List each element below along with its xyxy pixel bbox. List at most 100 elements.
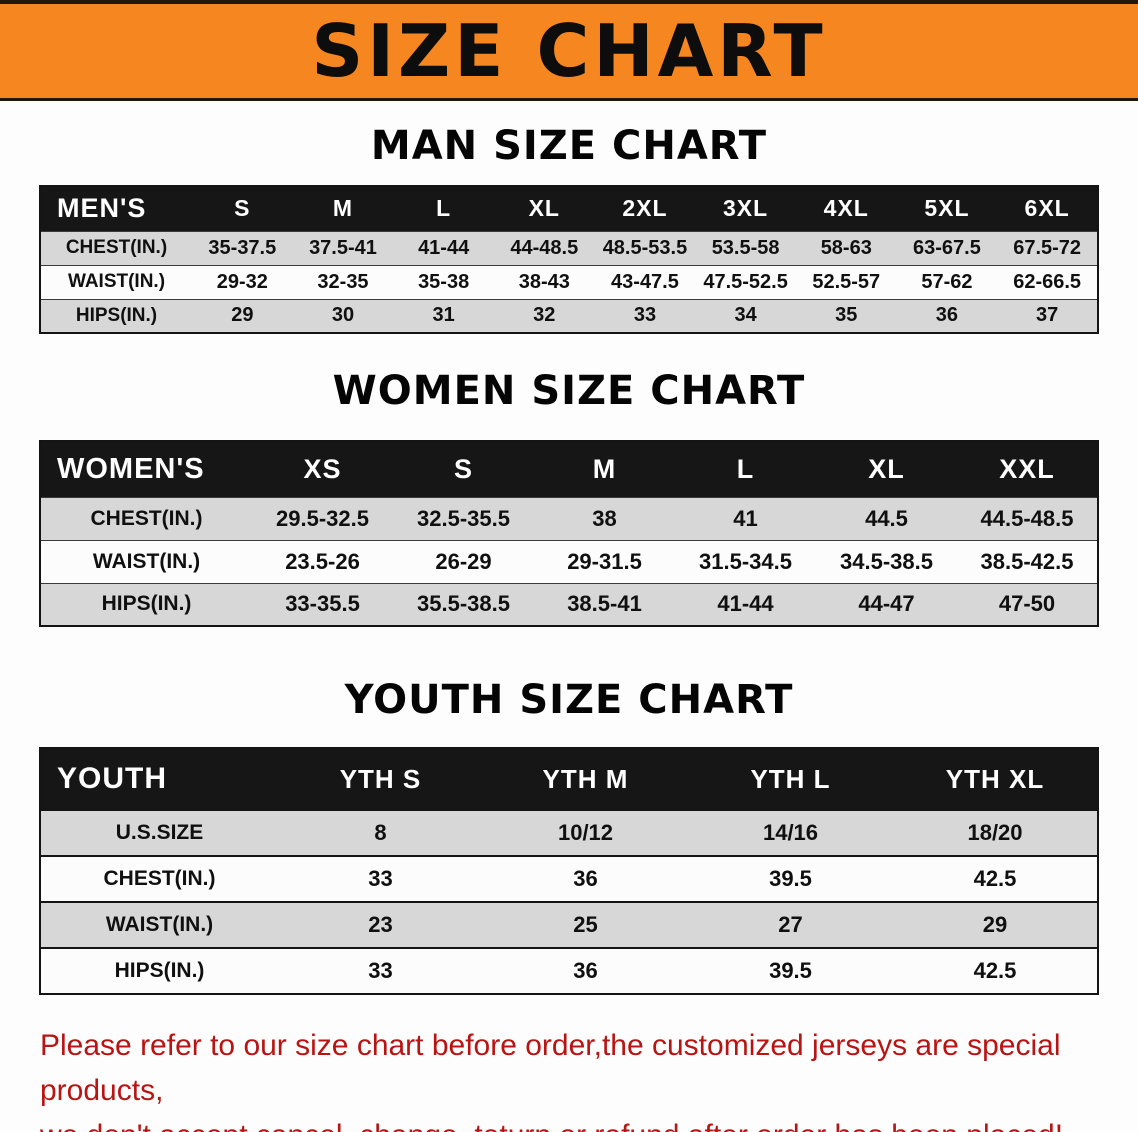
banner: SIZE CHART xyxy=(0,0,1138,101)
table-row: HIPS(IN.) 33-35.5 35.5-38.5 38.5-41 41-44 44-… xyxy=(40,583,1098,626)
size-value-cell: 14/16 xyxy=(762,820,819,845)
size-header-cell: XL xyxy=(816,441,957,497)
size-table: WOMEN'S XS S M L XL XXL CHEST(IN.) 29.5-32.5 32.5… xyxy=(39,440,1099,627)
row-label-cell: HIPS(IN.) xyxy=(75,304,158,326)
size-value-cell: 29 xyxy=(982,912,1008,937)
size-header-cell: S xyxy=(192,186,293,231)
table-corner-cell: WOMEN'S xyxy=(40,441,252,497)
size-value-cell: 8 xyxy=(374,820,387,845)
size-value-cell: 37 xyxy=(1036,304,1059,327)
size-header-cell: 2XL xyxy=(594,186,696,231)
size-value-cell: 30 xyxy=(331,304,355,327)
size-table: YOUTH YTH S YTH M YTH L YTH XL U.S.SIZE 8 10/12… xyxy=(39,747,1099,995)
size-chart-sections: MAN SIZE CHART MEN'S S M L XL 2XL 3XL 4XL 5XL 6XL C… xyxy=(0,123,1138,995)
table-row: U.S.SIZE 8 10/12 14/16 18/20 xyxy=(40,810,1098,856)
size-value-cell: 36 xyxy=(573,958,598,983)
footer-note-line1: Please refer to our size chart before or… xyxy=(40,1029,1061,1107)
size-value-cell: 63-67.5 xyxy=(913,236,981,259)
size-value-cell: 33 xyxy=(633,304,657,327)
size-value-cell: 57-62 xyxy=(921,270,973,293)
size-value-cell: 31.5-34.5 xyxy=(699,548,792,574)
size-value-cell: 47.5-52.5 xyxy=(703,270,788,293)
size-value-cell: 29 xyxy=(231,304,254,327)
section-title: WOMEN SIZE CHART xyxy=(332,368,806,414)
size-value-cell: 31 xyxy=(432,304,455,327)
size-value-cell: 35-38 xyxy=(418,270,470,293)
size-value-cell: 32.5-35.5 xyxy=(417,505,510,531)
size-value-cell: 25 xyxy=(573,912,598,937)
size-chart-section: WOMEN SIZE CHART WOMEN'S XS S M L XL XXL CHEST(I… xyxy=(0,368,1138,627)
size-value-cell: 35-37.5 xyxy=(208,236,277,259)
table-corner-cell: MEN'S xyxy=(40,186,192,231)
size-value-cell: 44-47 xyxy=(858,591,915,617)
size-header-cell: L xyxy=(393,186,494,231)
size-chart-section: YOUTH SIZE CHART YOUTH YTH S YTH M YTH L YTH … xyxy=(0,677,1138,995)
size-value-cell: 38.5-42.5 xyxy=(980,548,1074,574)
size-header-cell: M xyxy=(534,441,675,497)
size-header-cell: XS xyxy=(252,441,393,497)
size-value-cell: 52.5-57 xyxy=(812,270,881,293)
size-value-cell: 37.5-41 xyxy=(309,236,377,259)
size-value-cell: 35.5-38.5 xyxy=(417,591,510,617)
size-value-cell: 29.5-32.5 xyxy=(276,505,369,531)
size-value-cell: 48.5-53.5 xyxy=(602,236,688,259)
page-title: SIZE CHART xyxy=(311,9,827,93)
table-row: WAIST(IN.) 23 25 27 29 xyxy=(40,902,1098,948)
size-value-cell: 41-44 xyxy=(418,236,470,259)
size-value-cell: 44.5 xyxy=(865,505,908,531)
size-header-cell: L xyxy=(675,441,816,497)
size-header-cell: 4XL xyxy=(795,186,897,231)
size-header-cell: YTH M xyxy=(483,748,688,810)
size-value-cell: 33-35.5 xyxy=(285,591,360,617)
size-header-cell: 3XL xyxy=(695,186,796,231)
size-value-cell: 39.5 xyxy=(769,866,812,891)
size-value-cell: 18/20 xyxy=(967,820,1023,845)
row-label-cell: CHEST(IN.) xyxy=(90,506,203,530)
row-label-cell: U.S.SIZE xyxy=(115,821,204,844)
table-row: HIPS(IN.) 33 36 39.5 42.5 xyxy=(40,948,1098,994)
size-value-cell: 23 xyxy=(368,912,393,937)
table-corner-cell: YOUTH xyxy=(40,748,278,810)
size-chart-section: MAN SIZE CHART MEN'S S M L XL 2XL 3XL 4XL 5XL 6XL C… xyxy=(0,123,1138,334)
table-row: HIPS(IN.) 29 30 31 32 33 34 35 36 37 xyxy=(40,299,1098,333)
size-value-cell: 38-43 xyxy=(518,270,570,293)
size-value-cell: 34 xyxy=(734,304,757,327)
table-row: CHEST(IN.) 29.5-32.5 32.5-35.5 38 41 44.5 44.5… xyxy=(40,497,1098,540)
row-label-cell: WAIST(IN.) xyxy=(105,913,214,936)
size-value-cell: 62-66.5 xyxy=(1013,270,1082,293)
size-table: MEN'S S M L XL 2XL 3XL 4XL 5XL 6XL CHEST(IN.) 35-37… xyxy=(39,185,1099,334)
size-value-cell: 36 xyxy=(573,866,598,891)
size-value-cell: 23.5-26 xyxy=(285,548,360,574)
size-value-cell: 39.5 xyxy=(769,958,812,983)
size-header-cell: 6XL xyxy=(997,186,1098,231)
size-value-cell: 26-29 xyxy=(435,548,492,574)
size-value-cell: 41-44 xyxy=(717,591,774,617)
size-value-cell: 29-31.5 xyxy=(567,548,642,574)
section-title: MAN SIZE CHART xyxy=(370,123,768,169)
size-value-cell: 38 xyxy=(592,505,617,531)
size-value-cell: 27 xyxy=(778,912,803,937)
size-value-cell: 33 xyxy=(368,958,393,983)
size-value-cell: 41 xyxy=(733,505,758,531)
table-row: CHEST(IN.) 35-37.5 37.5-41 41-44 44-48.5 48.5… xyxy=(40,231,1098,265)
size-value-cell: 53.5-58 xyxy=(711,236,780,259)
size-table-header-row: WOMEN'S XS S M L XL XXL xyxy=(40,441,1098,497)
size-header-cell: XXL xyxy=(957,441,1098,497)
size-header-cell: YTH XL xyxy=(893,748,1098,810)
size-value-cell: 58-63 xyxy=(820,236,872,259)
size-value-cell: 44.5-48.5 xyxy=(980,505,1074,531)
size-value-cell: 42.5 xyxy=(973,958,1017,983)
size-value-cell: 47-50 xyxy=(998,591,1056,617)
section-title: YOUTH SIZE CHART xyxy=(344,677,794,723)
size-value-cell: 38.5-41 xyxy=(567,591,642,617)
row-label-cell: CHEST(IN.) xyxy=(103,867,216,890)
size-value-cell: 44-48.5 xyxy=(510,236,579,259)
size-table-header-row: YOUTH YTH S YTH M YTH L YTH XL xyxy=(40,748,1098,810)
size-header-cell: YTH L xyxy=(688,748,893,810)
size-header-cell: S xyxy=(393,441,534,497)
size-value-cell: 36 xyxy=(935,304,959,327)
footer-note-line2: we don't accept cancel, change, teturn o… xyxy=(40,1113,1100,1132)
size-value-cell: 42.5 xyxy=(973,866,1017,891)
size-value-cell: 43-47.5 xyxy=(611,270,679,293)
